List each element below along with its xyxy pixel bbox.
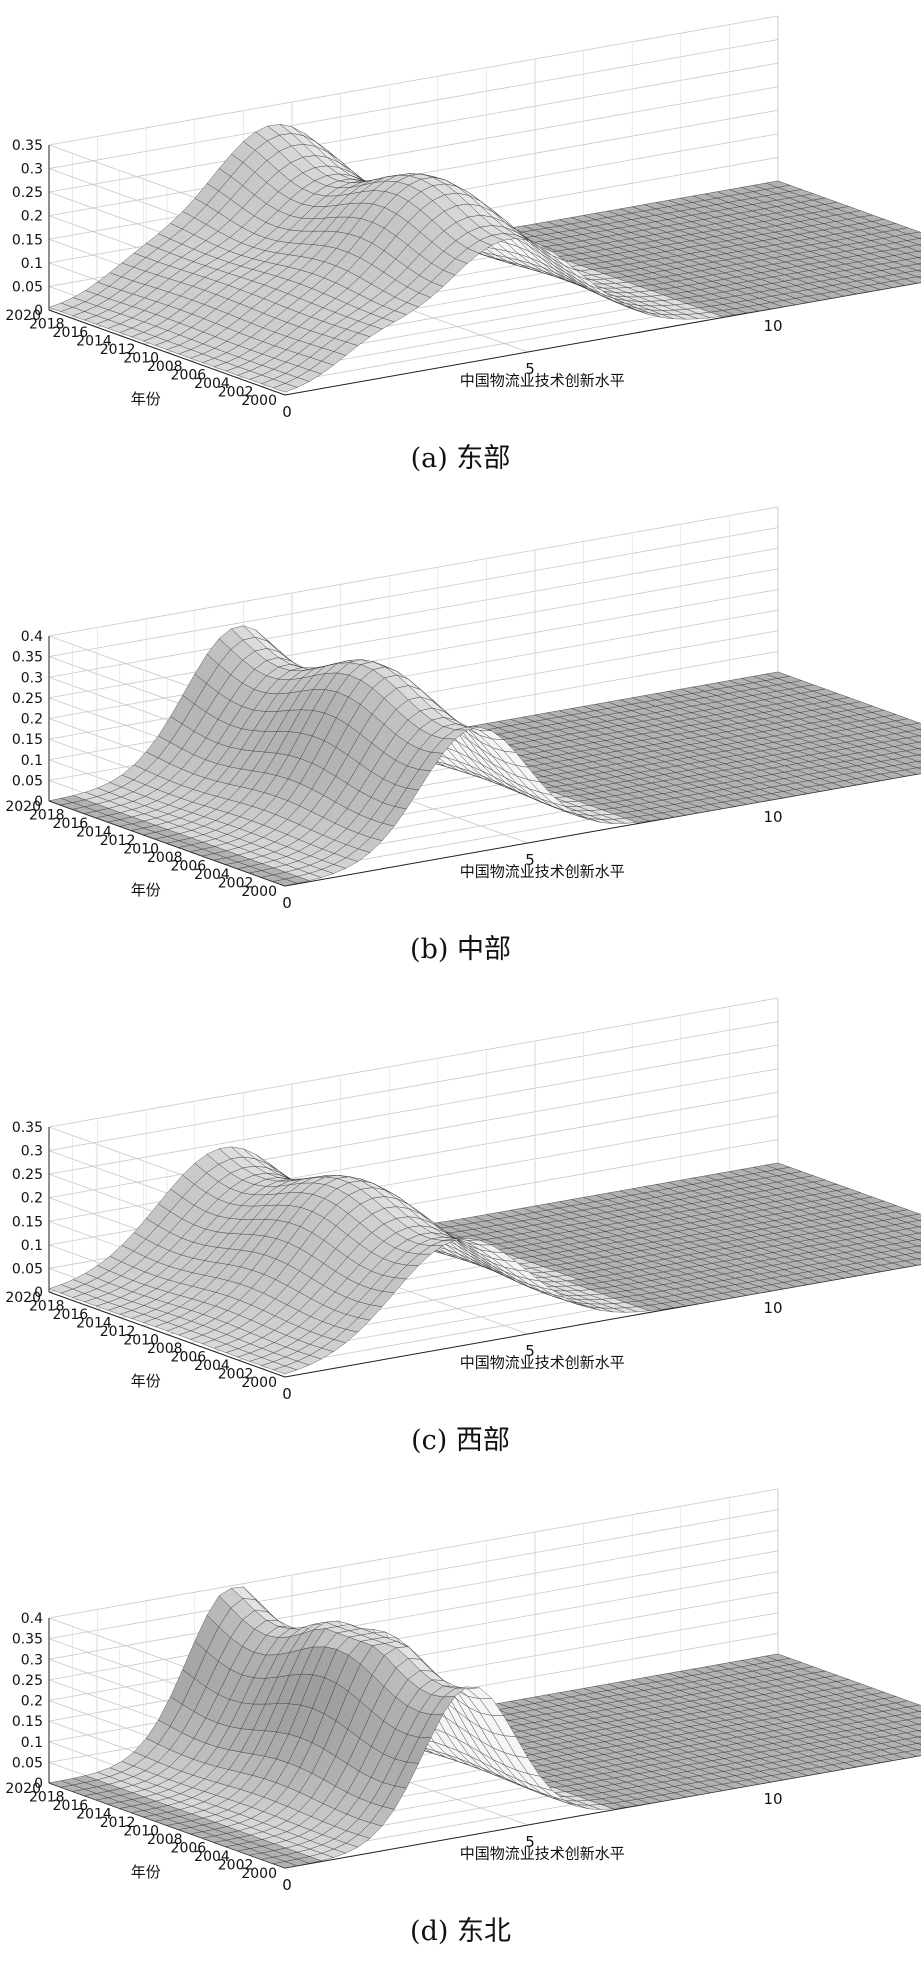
z-tick-label: 0.05 <box>12 279 43 295</box>
x-tick-label: 0 <box>282 403 292 421</box>
x-tick-label: 0 <box>282 1876 292 1894</box>
z-tick-label: 0.15 <box>12 732 43 748</box>
surface-chart-east: 00.050.10.150.20.250.30.3520002002200420… <box>0 0 921 488</box>
x-tick-label: 0 <box>282 894 292 912</box>
z-tick-label: 0.25 <box>12 1167 43 1183</box>
y-tick-label: 2020 <box>5 1781 41 1797</box>
y-tick-label: 2020 <box>5 308 41 324</box>
z-tick-label: 0.3 <box>21 1144 43 1160</box>
z-tick-label: 0.3 <box>21 162 43 178</box>
z-tick-label: 0.1 <box>21 753 43 769</box>
z-tick-label: 0.4 <box>21 629 43 645</box>
z-tick-label: 0.15 <box>12 232 43 248</box>
x-axis-label: 中国物流业技术创新水平 <box>460 372 625 390</box>
x-tick-label: 10 <box>763 1790 782 1808</box>
z-tick-label: 0.35 <box>12 1632 43 1648</box>
z-tick-label: 0.25 <box>12 185 43 201</box>
z-tick-label: 0.2 <box>21 209 43 225</box>
caption-central: (b) 中部 <box>0 927 921 966</box>
x-tick-label: 0 <box>282 1385 292 1403</box>
z-tick-label: 0.1 <box>21 256 43 272</box>
z-tick-label: 0.05 <box>12 1755 43 1771</box>
z-tick-label: 0.15 <box>12 1714 43 1730</box>
z-tick-label: 0.05 <box>12 1261 43 1277</box>
y-axis-label: 年份 <box>131 881 161 899</box>
y-axis-label: 年份 <box>131 390 161 408</box>
surface-chart-central: 00.050.10.150.20.250.30.350.420002002200… <box>0 491 921 979</box>
z-tick-label: 0.1 <box>21 1238 43 1254</box>
z-tick-label: 0.1 <box>21 1735 43 1751</box>
z-tick-label: 0.2 <box>21 712 43 728</box>
surface-chart-northeast: 00.050.10.150.20.250.30.350.420002002200… <box>0 1473 921 1961</box>
caption-west: (c) 西部 <box>0 1418 921 1457</box>
x-axis-label: 中国物流业技术创新水平 <box>460 863 625 881</box>
z-tick-label: 0.4 <box>21 1611 43 1627</box>
y-axis-label: 年份 <box>131 1372 161 1390</box>
z-tick-label: 0.35 <box>12 138 43 154</box>
z-tick-label: 0.25 <box>12 691 43 707</box>
z-tick-label: 0.3 <box>21 1652 43 1668</box>
x-tick-label: 10 <box>763 317 782 335</box>
z-tick-label: 0.3 <box>21 670 43 686</box>
density-surface <box>49 626 921 886</box>
z-tick-label: 0.35 <box>12 650 43 666</box>
density-surface <box>49 1147 921 1374</box>
z-tick-label: 0.25 <box>12 1673 43 1689</box>
x-tick-label: 10 <box>763 808 782 826</box>
x-tick-label: 10 <box>763 1299 782 1317</box>
z-tick-label: 0.35 <box>12 1120 43 1136</box>
z-tick-label: 0.2 <box>21 1191 43 1207</box>
caption-east: (a) 东部 <box>0 436 921 475</box>
y-tick-label: 2020 <box>5 799 41 815</box>
z-tick-label: 0.05 <box>12 773 43 789</box>
y-tick-label: 2020 <box>5 1290 41 1306</box>
y-axis-label: 年份 <box>131 1863 161 1881</box>
density-surface <box>49 1587 921 1868</box>
x-axis-label: 中国物流业技术创新水平 <box>460 1354 625 1372</box>
surface-chart-west: 00.050.10.150.20.250.30.3520002002200420… <box>0 982 921 1470</box>
caption-northeast: (d) 东北 <box>0 1909 921 1948</box>
z-tick-label: 0.2 <box>21 1694 43 1710</box>
z-tick-label: 0.15 <box>12 1214 43 1230</box>
x-axis-label: 中国物流业技术创新水平 <box>460 1845 625 1863</box>
